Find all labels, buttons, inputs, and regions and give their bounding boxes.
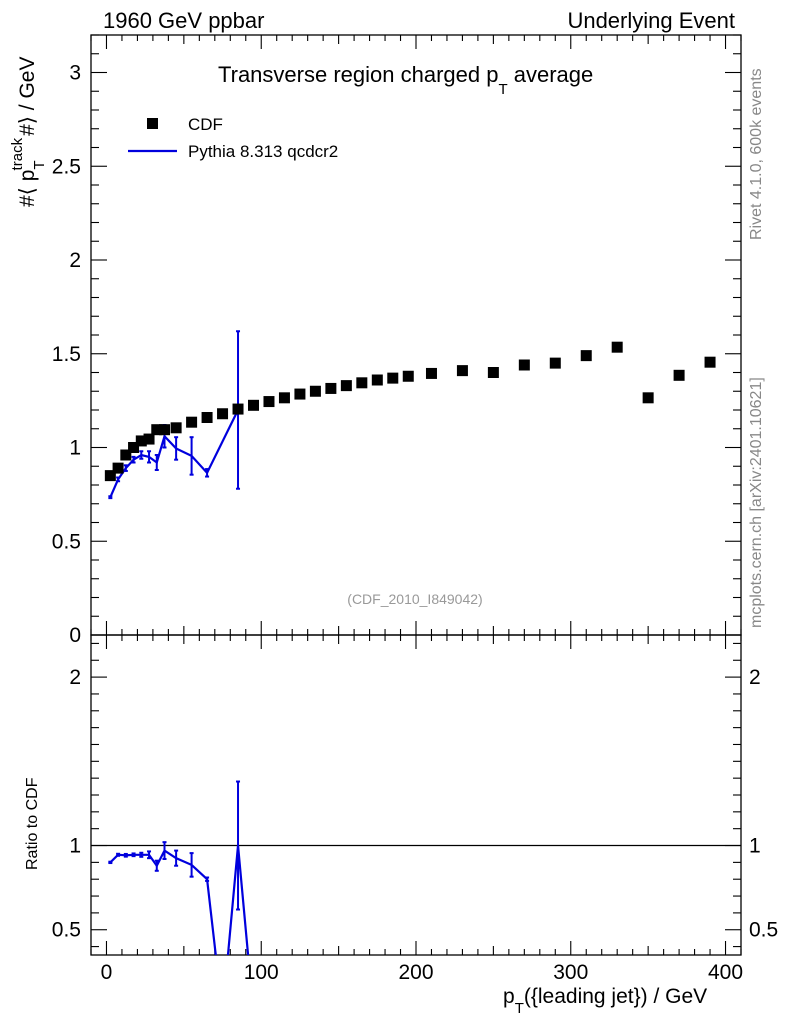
cdf-data-point: [186, 416, 198, 428]
cdf-data-point: [673, 369, 685, 381]
cdf-data-point: [112, 462, 124, 474]
axis-ticks: 0 100 200 300 400 0 0.5 1 1.5 2 2.5 3 0.5 0.5 1 1 2 2: [52, 34, 778, 984]
ratio-y-tick-label-right: 0.5: [749, 919, 778, 942]
y-axis-label: #⟨ pTtrack#⟩ / GeV: [9, 57, 48, 207]
mcplots-label: mcplots.cern.ch [arXiv:2401.10621]: [748, 377, 765, 628]
cdf-data-point: [549, 357, 561, 369]
cdf-data-point: [151, 424, 163, 436]
y-tick-label: 1: [69, 437, 81, 460]
ratio-y-tick-label: 0.5: [52, 919, 81, 942]
cdf-data-point: [278, 392, 290, 404]
ratio-line: [109, 845, 250, 955]
y-tick-label: 2: [69, 249, 81, 272]
chart-title-sub: T: [498, 81, 507, 98]
cdf-data-point: [263, 396, 275, 408]
legend-cdf-label: CDF: [188, 115, 223, 134]
x-axis-label-main: p: [503, 985, 515, 1008]
y-axis-label-sup: track: [9, 137, 26, 170]
reference-label: (CDF_2010_I849042): [347, 591, 482, 607]
legend-cdf-marker: [147, 118, 158, 129]
cdf-data-point: [356, 377, 368, 389]
cdf-data-point: [294, 388, 306, 400]
x-tick-label: 400: [708, 961, 743, 984]
y-tick-label: 1.5: [52, 343, 81, 366]
cdf-data-point: [143, 433, 155, 445]
legend-mc-label: Pythia 8.313 qcdcr2: [188, 142, 338, 161]
x-tick-label: 0: [101, 961, 113, 984]
chart-title-main: Transverse region charged p: [218, 62, 498, 87]
header-right: Underlying Event: [567, 8, 735, 33]
ratio-y-tick-label: 1: [69, 835, 81, 858]
chart-title: Transverse region charged pT average: [218, 62, 593, 98]
ratio-y-axis-label: Ratio to CDF: [24, 777, 41, 870]
ratio-series: [108, 780, 250, 955]
x-axis-label-end: ({leading jet}) / GeV: [524, 985, 707, 1008]
y-tick-label: 0: [69, 624, 81, 647]
ratio-panel-frame: [90, 634, 742, 956]
chart-title-end: average: [508, 62, 594, 87]
cdf-data-point: [402, 370, 414, 382]
cdf-data-point: [120, 449, 132, 461]
cdf-data-point: [425, 367, 437, 379]
rivet-label: Rivet 4.1.0, 600k events: [748, 68, 765, 240]
cdf-data-point: [135, 435, 147, 447]
x-axis-label: pT({leading jet}) / GeV: [503, 985, 707, 1017]
cdf-data-point: [104, 470, 116, 482]
x-tick-label: 100: [244, 961, 279, 984]
ratio-y-tick-label-right: 1: [749, 835, 761, 858]
ratio-y-tick-label-right: 2: [749, 666, 761, 689]
x-tick-label: 200: [398, 961, 433, 984]
cdf-data-point: [371, 374, 383, 386]
y-tick-label: 2.5: [52, 155, 81, 178]
header-left: 1960 GeV ppbar: [103, 8, 264, 33]
y-tick-label: 3: [69, 62, 81, 85]
x-axis-label-sub: T: [515, 1000, 524, 1017]
cdf-data-point: [580, 350, 592, 362]
cdf-data-point: [340, 380, 352, 392]
cdf-data-point: [642, 392, 654, 404]
cdf-data-point: [611, 341, 623, 353]
x-tick-label: 300: [553, 961, 588, 984]
y-tick-label: 0.5: [52, 530, 81, 553]
y-axis-label-sub: T: [31, 160, 48, 169]
cdf-data-point: [170, 422, 182, 434]
ratio-y-tick-label: 2: [69, 666, 81, 689]
y-axis-label-main: #⟨ p: [16, 170, 39, 207]
cdf-data-point: [325, 382, 337, 394]
cdf-data-point: [217, 408, 229, 420]
cdf-data-point: [309, 385, 321, 397]
cdf-data-point: [487, 367, 499, 378]
cdf-data-point: [128, 442, 140, 453]
cdf-data-point: [232, 403, 244, 415]
cdf-data-point: [704, 356, 716, 368]
cdf-data-point: [387, 372, 399, 384]
cdf-data-point: [248, 399, 259, 411]
cdf-data-point: [159, 424, 171, 436]
data-marks: [91, 330, 741, 955]
cdf-data-point: [201, 412, 213, 423]
y-axis-label-end: #⟩ / GeV: [16, 57, 39, 136]
cdf-data-point: [518, 359, 530, 371]
cdf-data-point: [456, 365, 468, 377]
